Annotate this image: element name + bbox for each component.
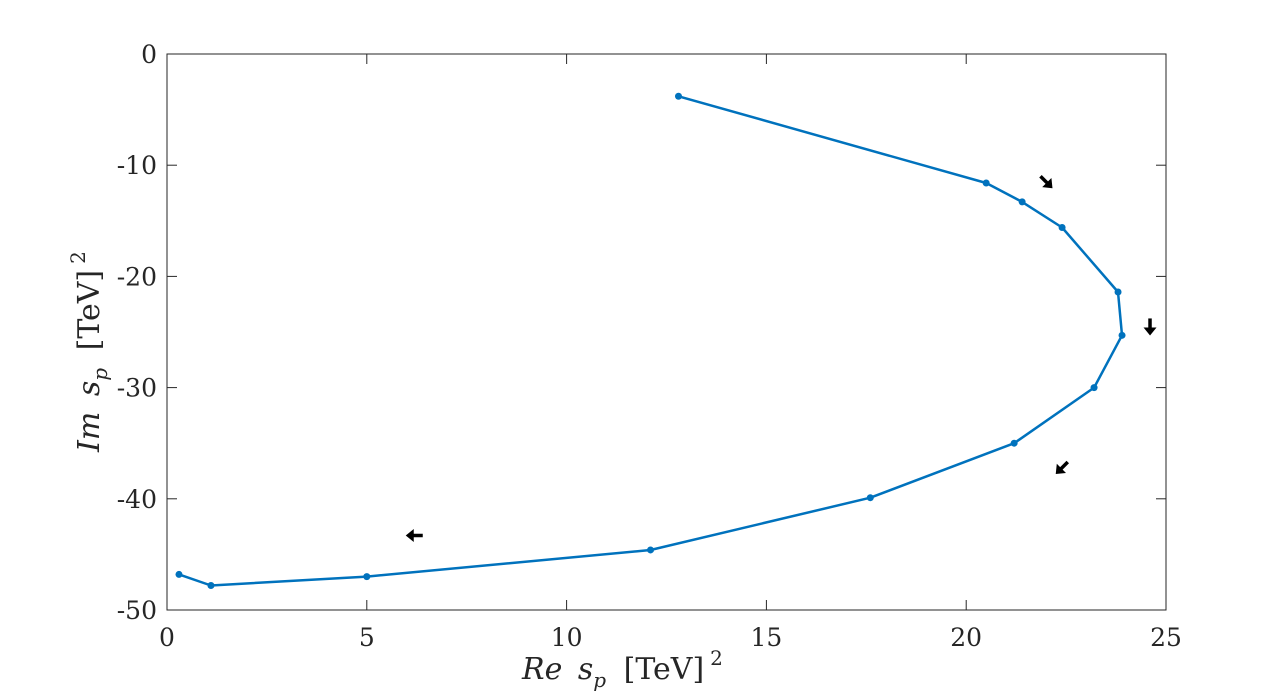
x-tick-label: 5 [359,623,375,652]
data-point [1010,439,1018,447]
y-label-sup: 2 [66,251,90,264]
y-axis-label: Im sp [TeV] 2 [66,251,115,453]
series-group [175,92,1126,590]
direction-arrow-icon [405,528,423,542]
data-point [1118,331,1126,339]
arrows-group [405,174,1157,542]
y-tick-label: 0 [141,40,157,69]
data-point [1114,288,1122,296]
y-tick-label: -40 [117,485,157,514]
data-point [1058,223,1066,231]
data-point [207,582,215,590]
direction-arrow-icon [1143,318,1157,336]
y-tick-label: -10 [117,151,157,180]
x-label-unit: [TeV] [624,652,705,687]
x-label-var: s [578,652,593,687]
y-label-var: s [72,381,107,396]
ticks [166,53,1167,611]
data-point [363,573,371,581]
direction-arrow-icon [1039,174,1053,189]
direction-arrow-icon [1055,460,1069,475]
x-label-sup: 2 [710,646,723,670]
plot-area [166,53,1167,611]
x-label-sub: p [593,668,606,692]
y-label-sub: p [88,368,112,381]
x-tick-label: 20 [950,623,982,652]
x-label-prefix: Re [521,652,562,687]
data-point [982,179,990,187]
x-tick-label: 0 [159,623,175,652]
data-point [1090,384,1098,392]
x-axis-label: Re sp [TeV] 2 [521,646,723,695]
data-point [647,546,655,554]
data-point [866,494,874,502]
x-tick-label: 15 [750,623,782,652]
y-tick-label: -20 [117,262,157,291]
y-tick-label: -50 [117,596,157,625]
x-tick-label: 25 [1150,623,1182,652]
data-point [674,92,682,100]
tick-labels: 0 5 10 15 20 25 0 -10 -20 -30 -40 -50 [117,40,1182,652]
data-point [175,570,183,578]
y-label-unit: [TeV] [72,270,107,351]
y-label-prefix: Im [72,412,107,453]
x-tick-label: 10 [551,623,583,652]
y-tick-label: -30 [117,374,157,403]
data-point [1018,198,1026,206]
